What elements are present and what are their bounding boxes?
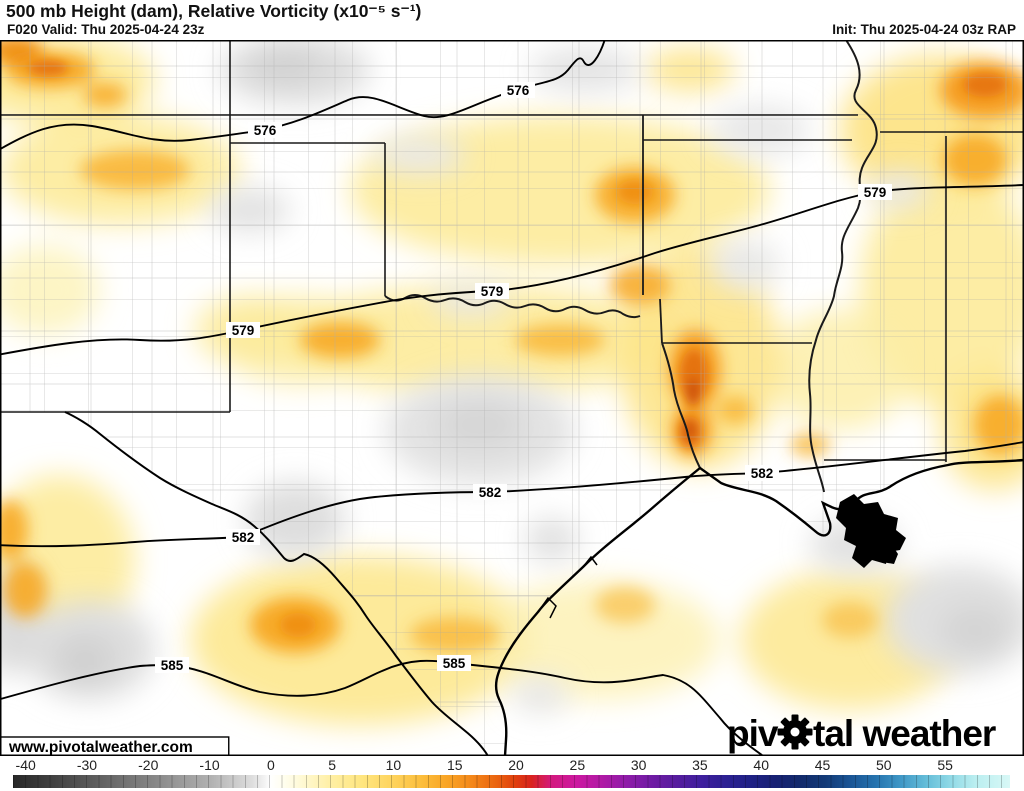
weather-map: 576 576 579 579 579 582 582 582 585 585 … xyxy=(0,40,1024,756)
page-title: 500 mb Height (dam), Relative Vorticity … xyxy=(6,1,422,21)
contour-label: 582 xyxy=(479,485,502,500)
colorbar-tick: 35 xyxy=(692,757,708,773)
colorbar-tick: -10 xyxy=(199,757,220,773)
map-frame xyxy=(0,40,1024,756)
watermark-box: www.pivotalweather.com xyxy=(0,736,230,756)
colorbar-tick: 20 xyxy=(508,757,524,773)
contour-label: 582 xyxy=(232,530,255,545)
colorbar-tick: 10 xyxy=(385,757,402,773)
colorbar-ticks: -40 -30 -20 -10 0 5 10 15 20 25 30 35 40… xyxy=(0,757,1024,773)
colorbar-tick: 40 xyxy=(753,757,769,773)
brand-logo: piv tal weather xyxy=(727,713,997,754)
contour-label: 582 xyxy=(751,466,774,481)
contour-label: 576 xyxy=(507,83,530,98)
colorbar-tick: -20 xyxy=(138,757,159,773)
header: 500 mb Height (dam), Relative Vorticity … xyxy=(0,0,1024,40)
logo-text-weather: tal weather xyxy=(813,713,996,754)
contour-labels: 576 576 579 579 579 582 582 582 585 585 xyxy=(155,82,892,673)
colorbar-tick: 30 xyxy=(630,757,647,773)
colorbar-gradient xyxy=(13,775,1010,788)
colorbar-tick: -30 xyxy=(76,757,98,773)
contour-label: 579 xyxy=(481,284,504,299)
colorbar-tick: 55 xyxy=(937,757,953,773)
colorbar-tick: 15 xyxy=(446,757,463,773)
logo-text-piv: piv xyxy=(727,713,779,754)
init-info: Init: Thu 2025-04-24 03z RAP xyxy=(832,22,1016,37)
contour-label: 576 xyxy=(254,123,277,138)
contour-label: 579 xyxy=(232,323,255,338)
coastline xyxy=(64,411,1024,756)
colorbar: -40 -30 -20 -10 0 5 10 15 20 25 30 35 40… xyxy=(0,756,1024,791)
valid-time: F020 Valid: Thu 2025-04-24 23z xyxy=(7,22,205,37)
contour-label: 585 xyxy=(443,656,466,671)
logo-gear-icon xyxy=(777,714,813,750)
contour-label: 579 xyxy=(864,185,887,200)
colorbar-tick: 5 xyxy=(328,757,337,773)
watermark-text: www.pivotalweather.com xyxy=(8,739,193,756)
colorbar-tick: 50 xyxy=(876,757,892,773)
state-borders xyxy=(0,40,1024,493)
colorbar-tick: 25 xyxy=(569,757,586,773)
colorbar-tick: -40 xyxy=(15,757,36,773)
contour-label: 585 xyxy=(161,658,184,673)
colorbar-tick: 0 xyxy=(266,757,275,773)
map-canvas: 576 576 579 579 579 582 582 582 585 585 … xyxy=(0,40,1024,756)
colorbar-tick: 45 xyxy=(814,757,831,773)
